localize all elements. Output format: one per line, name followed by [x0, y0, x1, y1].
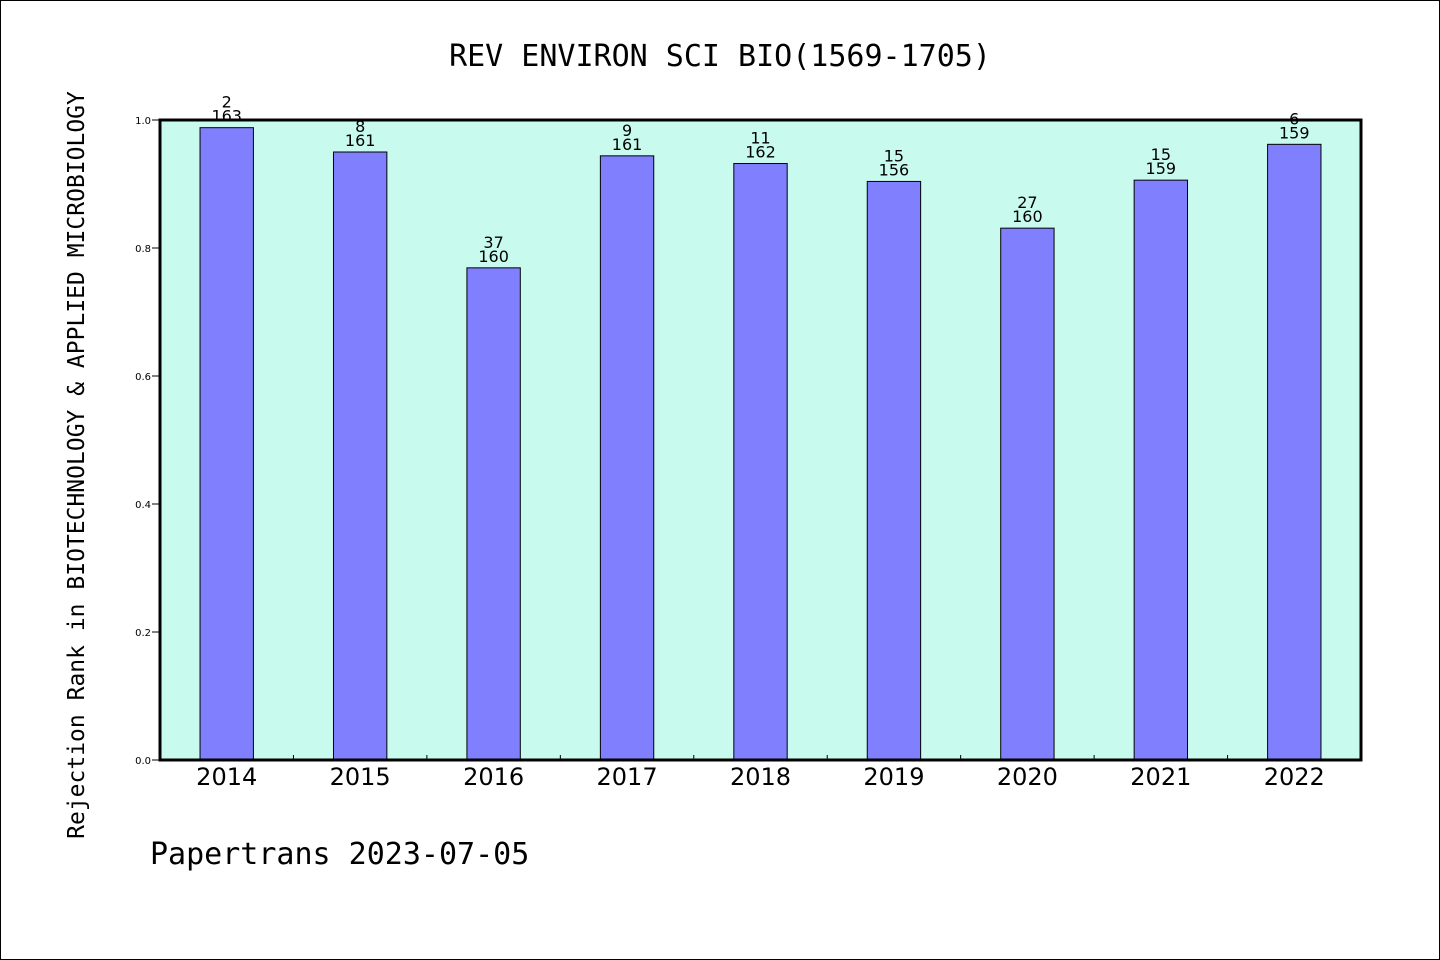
- x-tick-label-2015: 2015: [330, 763, 391, 791]
- bar-2016: [466, 267, 521, 761]
- plot-border: [158, 118, 1363, 762]
- bar-2021: [1133, 179, 1189, 761]
- x-axis: 2014 2015 2016 2017 2018 2019 2020 2021 2022: [196, 755, 1325, 791]
- bars-group: [199, 127, 1322, 761]
- rank-label-2019: 15: [884, 146, 904, 165]
- x-tick-label-2019: 2019: [863, 763, 924, 791]
- y-tick-label: 0.0: [135, 756, 151, 767]
- bar-2022: [1267, 143, 1322, 761]
- bar-2019: [866, 180, 922, 761]
- rank-label-2016: 37: [483, 233, 503, 252]
- y-tick-label: 0.8: [135, 244, 151, 255]
- rank-label-2020: 27: [1017, 193, 1037, 212]
- rank-label-2014: 2: [222, 93, 232, 112]
- x-tick-label-2018: 2018: [730, 763, 791, 791]
- bar-2014: [199, 127, 254, 761]
- total-label-2019: 156: [879, 160, 910, 179]
- y-axis-label: Rejection Rank in BIOTECHNOLOGY & APPLIE…: [64, 91, 90, 839]
- bar-2017: [599, 155, 655, 761]
- y-tick-label: 0.6: [135, 372, 151, 383]
- total-label-2018: 162: [745, 143, 776, 162]
- rank-label-2021: 15: [1151, 145, 1171, 164]
- bar-2018: [733, 163, 788, 761]
- chart-title: REV ENVIRON SCI BIO(1569-1705): [449, 39, 991, 74]
- bar-2020: [1000, 227, 1055, 761]
- total-label-2014: 163: [211, 107, 242, 126]
- y-tick-label: 0.4: [135, 500, 151, 511]
- rank-label-2017: 9: [622, 121, 632, 140]
- total-label-2016: 160: [478, 247, 509, 266]
- footer-text: Papertrans 2023-07-05: [150, 837, 529, 872]
- total-label-2021: 159: [1146, 159, 1177, 178]
- rank-label-2015: 8: [355, 117, 365, 136]
- total-label-2020: 160: [1012, 207, 1043, 226]
- x-tick-label-2016: 2016: [463, 763, 524, 791]
- x-tick-label-2020: 2020: [997, 763, 1058, 791]
- total-label-2017: 161: [612, 135, 643, 154]
- x-tick-label-2022: 2022: [1264, 763, 1325, 791]
- y-tick-label: 0.2: [135, 628, 151, 639]
- y-axis: 0.0 0.2 0.4 0.6 0.8 1.0: [135, 116, 160, 767]
- x-tick-label-2021: 2021: [1130, 763, 1191, 791]
- total-label-2015: 161: [345, 131, 376, 150]
- x-tick-label-2014: 2014: [196, 763, 257, 791]
- total-label-2022: 159: [1279, 123, 1310, 142]
- rank-label-2018: 11: [750, 129, 770, 148]
- x-tick-label-2017: 2017: [597, 763, 658, 791]
- bar-2015: [332, 151, 388, 761]
- y-tick-label: 1.0: [135, 116, 151, 127]
